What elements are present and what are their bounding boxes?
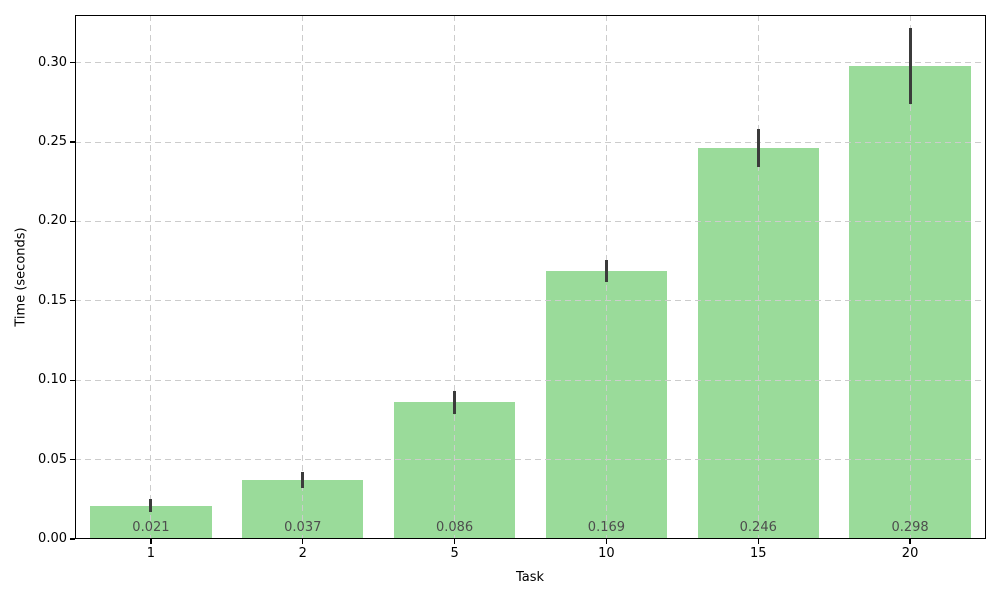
y-tick-mark — [70, 459, 75, 461]
bar — [393, 402, 516, 539]
bar — [697, 148, 819, 539]
x-tick-label: 15 — [749, 546, 767, 561]
bar-value-label: 0.086 — [435, 520, 474, 535]
error-bar — [301, 472, 305, 489]
x-tick-mark — [757, 539, 759, 544]
error-bar — [149, 499, 153, 513]
y-tick-label: 0.15 — [38, 292, 67, 308]
y-tick-mark — [70, 62, 75, 64]
bar — [545, 270, 668, 539]
h-gridline — [75, 62, 986, 64]
y-tick-mark — [70, 300, 75, 302]
y-tick-mark — [70, 141, 75, 143]
bar — [849, 65, 971, 539]
x-tick-mark — [909, 539, 911, 544]
bar-value-label: 0.246 — [739, 520, 777, 535]
x-tick-mark — [150, 539, 152, 544]
v-gridline — [150, 15, 152, 539]
bar-value-label: 0.037 — [284, 520, 322, 535]
y-tick-label: 0.05 — [38, 451, 67, 467]
bar-value-label: 0.021 — [132, 520, 170, 535]
bar-value-label: 0.298 — [891, 520, 929, 535]
x-tick-mark — [453, 539, 456, 544]
x-tick-label: 5 — [450, 546, 459, 561]
y-tick-label: 0.30 — [38, 54, 67, 70]
y-tick-label: 0.10 — [38, 372, 67, 388]
x-tick-mark — [302, 539, 304, 544]
error-bar — [908, 27, 912, 104]
y-tick-mark — [70, 379, 75, 381]
v-gridline — [302, 15, 304, 539]
error-bar — [604, 259, 608, 282]
x-tick-label: 1 — [146, 546, 156, 561]
x-tick-mark — [605, 539, 607, 544]
y-tick-label: 0.00 — [38, 531, 67, 546]
error-bar — [756, 129, 760, 168]
y-tick-mark — [70, 220, 75, 222]
plot-area: 0.00 0.05 0.10 0.15 0.20 0.25 0.30 0.021 1 0.037 2… — [38, 15, 986, 561]
y-tick-mark — [70, 538, 75, 540]
y-tick-label: 0.20 — [38, 213, 67, 229]
y-axis-label: Time (seconds) — [13, 227, 29, 327]
x-tick-label: 10 — [598, 546, 615, 561]
bar-value-label: 0.169 — [587, 520, 626, 535]
x-axis-label: Task — [515, 570, 545, 585]
x-tick-label: 2 — [298, 546, 307, 561]
x-tick-label: 20 — [901, 546, 919, 561]
y-tick-label: 0.25 — [38, 134, 67, 150]
error-bar — [453, 391, 457, 414]
